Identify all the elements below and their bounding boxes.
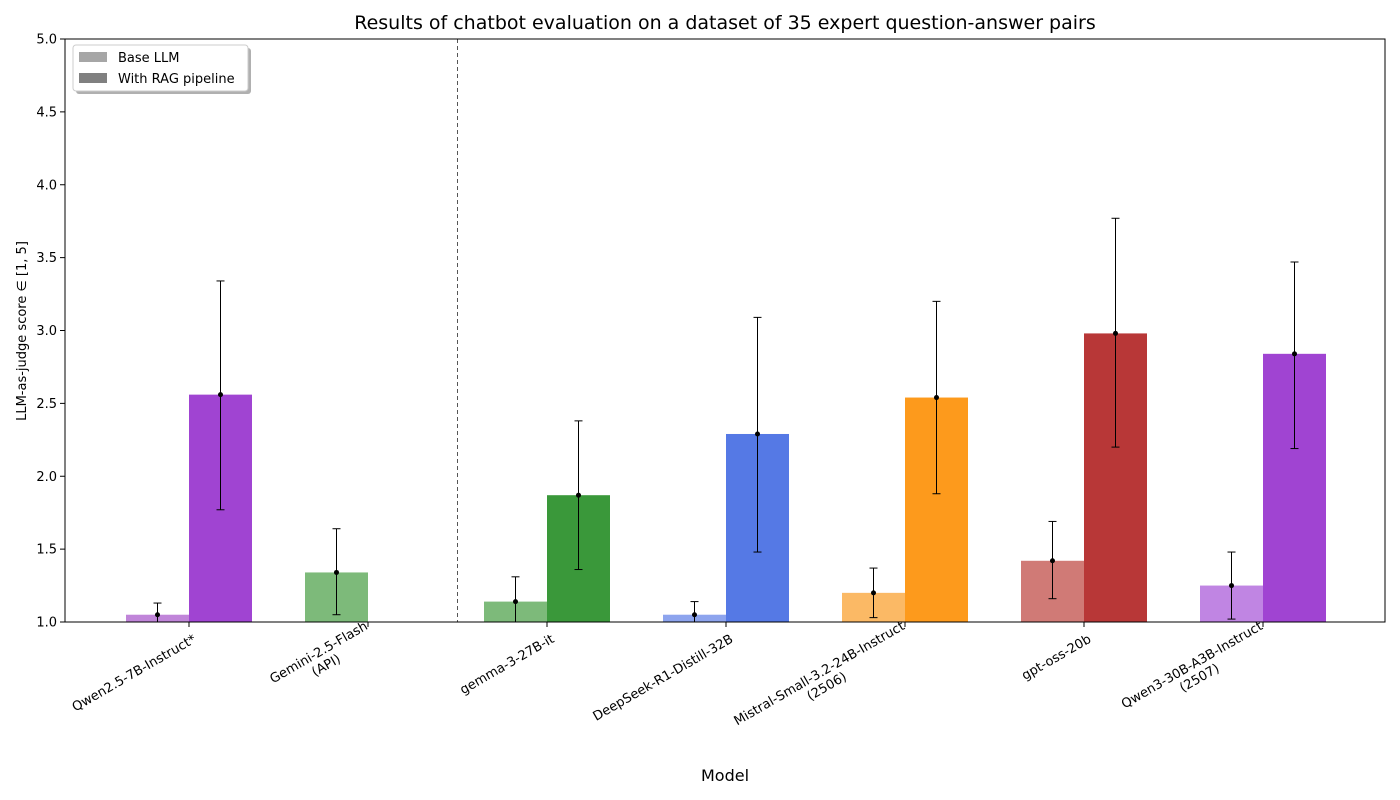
y-tick-label: 5.0 [36,33,57,48]
y-tick-label: 2.0 [36,470,57,485]
x-tick-label: gpt-oss-20b [1019,632,1094,684]
x-tick-label: Qwen3-30B-A3B-Instruct(2507) [1119,619,1265,712]
legend-label-rag: With RAG pipeline [118,72,235,87]
y-tick-label: 2.5 [36,397,57,412]
x-tick-label: DeepSeek-R1-Distill-32B [591,632,736,725]
rag-mean-point [576,492,581,498]
rag-mean-point [755,431,760,437]
x-tick-label-line: Mistral-Small-3.2-24B-Instruct [732,619,908,729]
base-mean-point [1050,558,1055,564]
legend-box [72,44,249,92]
x-tick-label: gemma-3-27B-it [458,632,557,698]
base-mean-point [692,612,697,618]
plot-frame [64,38,1386,623]
base-mean-point [334,569,339,575]
rag-mean-point [1113,330,1118,336]
legend-swatch-rag [79,73,107,83]
legend-swatch-base [79,52,107,62]
x-tick-label: Gemini-2.5-Flash(API) [267,619,370,687]
legend: Base LLM With RAG pipeline [72,44,251,94]
rag-mean-point [1292,351,1297,357]
x-tick-label-line: Qwen2.5-7B-Instruct* [70,632,200,716]
y-tick-label: 4.5 [36,105,57,120]
y-tick-label: 3.5 [36,251,57,266]
rag-mean-point [934,395,939,401]
chart-title: Results of chatbot evaluation on a datas… [354,12,1096,34]
x-tick-label: Mistral-Small-3.2-24B-Instruct(2506) [732,619,908,729]
y-axis-label: LLM-as-judge score ∈ [1, 5] [15,241,30,421]
base-mean-point [1229,583,1234,589]
y-tick-label: 3.0 [36,324,57,339]
x-tick-label-line: DeepSeek-R1-Distill-32B [591,632,736,725]
base-mean-point [155,612,160,618]
legend-label-base: Base LLM [118,51,180,66]
y-tick-label: 1.0 [36,616,57,631]
base-mean-point [513,599,518,605]
x-axis-label: Model [701,766,749,785]
y-tick-label: 4.0 [36,178,57,193]
x-tick-label: Qwen2.5-7B-Instruct* [70,632,200,716]
x-tick-label-line: gpt-oss-20b [1019,632,1094,684]
y-tick-label: 1.5 [36,543,57,558]
plot-area [126,39,1326,623]
base-mean-point [871,590,876,596]
x-tick-label-line: gemma-3-27B-it [458,632,557,698]
rag-mean-point [218,392,223,398]
x-tick-label-line: Qwen3-30B-A3B-Instruct [1119,619,1265,712]
